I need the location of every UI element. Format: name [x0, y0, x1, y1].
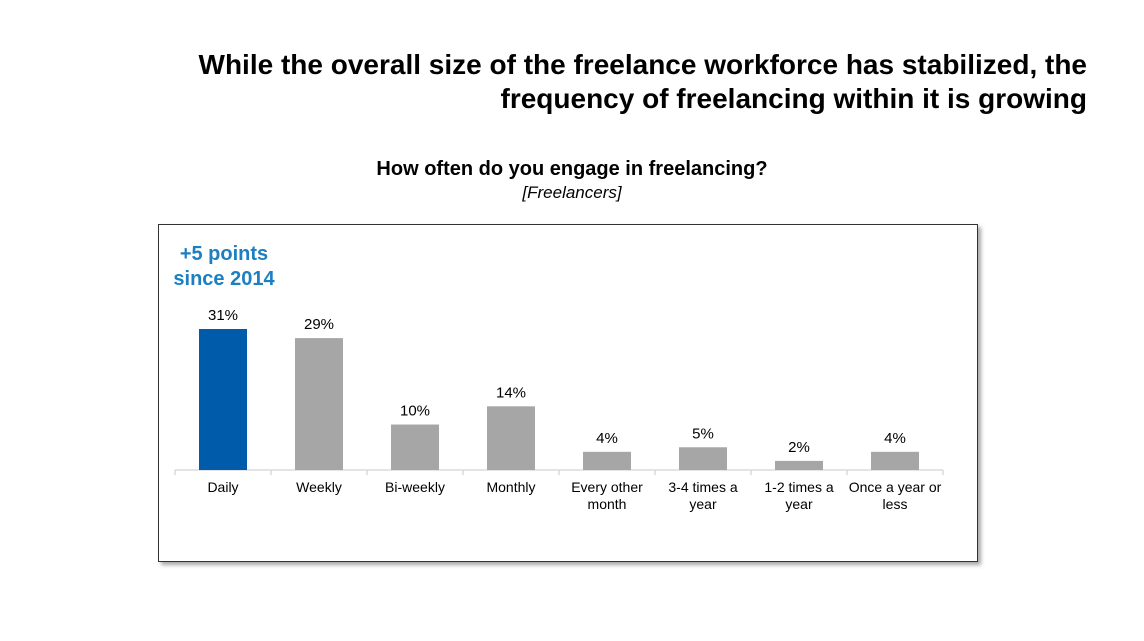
headline-line-2: frequency of freelancing within it is gr…	[500, 83, 1088, 114]
bar-data-label: 4%	[884, 430, 906, 447]
x-tick-label: Bi-weekly	[385, 479, 445, 495]
bar	[679, 447, 727, 470]
x-tick-label: Monthly	[486, 479, 535, 495]
bar-data-label: 2%	[788, 439, 810, 456]
chart-title: How often do you engage in freelancing?	[376, 158, 768, 180]
x-tick-label: Once a year or less	[849, 479, 942, 512]
headline: While the overall size of the freelance …	[87, 48, 1087, 116]
headline-line-1: While the overall size of the freelance …	[198, 49, 1087, 80]
bar	[487, 406, 535, 470]
bar-data-label: 5%	[692, 425, 714, 442]
bar-data-label: 31%	[208, 307, 238, 324]
bar	[871, 451, 919, 470]
x-tick-label: Every other month	[571, 479, 643, 512]
x-tick-label: Daily	[207, 479, 238, 495]
bar-data-label: 29%	[304, 316, 334, 333]
bar	[775, 460, 823, 470]
x-tick-label: 3-4 times a year	[668, 479, 737, 512]
callout-line-1: +5 points	[179, 243, 269, 265]
x-tick-label: 1-2 times a year	[764, 479, 833, 512]
bar	[583, 451, 631, 470]
chart-subtitle: [Freelancers]	[522, 183, 622, 202]
x-tick-label: Weekly	[296, 479, 342, 495]
chart-frame	[158, 224, 978, 562]
bar-data-label: 14%	[496, 384, 526, 401]
callout-line-2: since 2014	[173, 268, 275, 290]
bar-data-label: 10%	[400, 403, 430, 420]
bar-data-label: 4%	[596, 430, 618, 447]
callout-annotation: +5 points since 2014	[165, 242, 283, 292]
bar	[199, 329, 247, 470]
bar	[295, 338, 343, 470]
bar	[391, 424, 439, 470]
